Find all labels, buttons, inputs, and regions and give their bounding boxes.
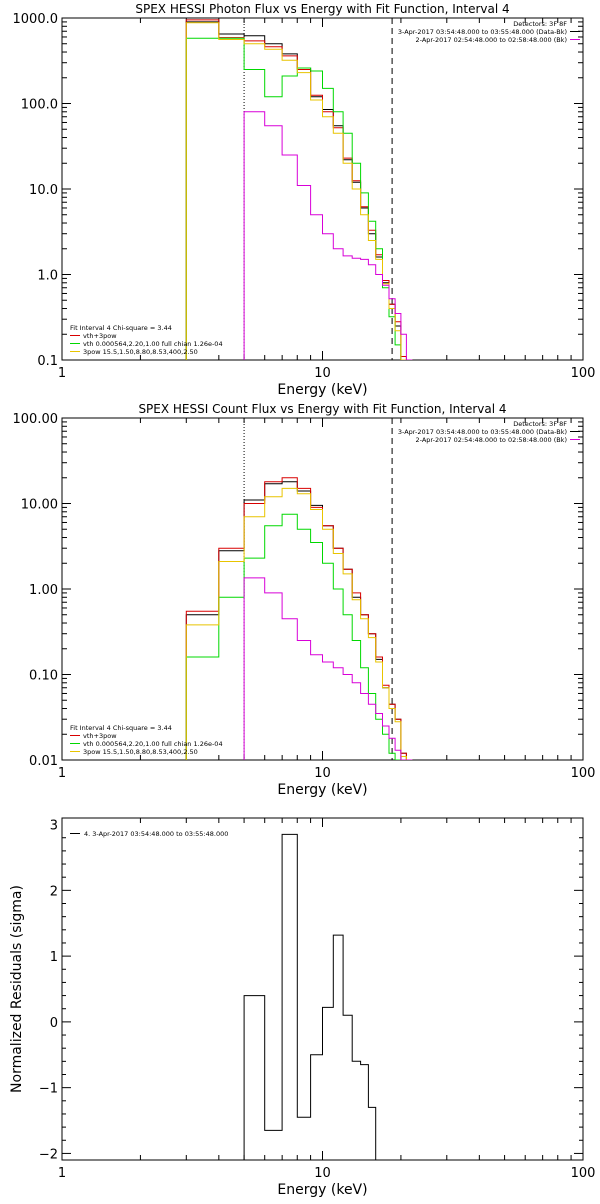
y-tick-label: 2 [50, 884, 58, 899]
plot-area [185, 18, 413, 360]
y-tick-label: 0.1 [37, 354, 58, 369]
series-3pow [185, 487, 413, 760]
y-tick-label: 0.01 [29, 754, 58, 769]
series-background [243, 111, 413, 360]
axes-frame [61, 817, 584, 1161]
y-tick-label: 10.00 [21, 498, 58, 513]
x-tick-label: 100 [571, 366, 596, 381]
plot-area [243, 833, 393, 1160]
panel-3: 1 10 100 Energy (keV) −2 −1 0 1 2 3 Normalized Res… [9, 817, 596, 1198]
panel-2: SPEX HESSI Count Flux vs Energy with Fit… [13, 402, 596, 798]
y-axis-label: Normalized Residuals (sigma) [9, 885, 25, 1093]
y-tick-label: −2 [39, 1147, 58, 1162]
legend-left-entry: Fit Interval 4 Chi-square = 3.44 [70, 724, 172, 732]
y-tick-label: 100.0 [21, 98, 58, 113]
y-tick-label: 0.10 [29, 669, 58, 684]
y-tick-label: 1 [50, 950, 58, 965]
legend-left-entry: 3pow 15.5,1.50,8.80,8.53,400,2.50 [83, 348, 198, 356]
y-tick-label: 0 [50, 1016, 58, 1031]
x-axis-label: Energy (keV) [277, 1182, 367, 1198]
legend-left-entry: 3pow 15.5,1.50,8.80,8.53,400,2.50 [83, 748, 198, 756]
x-axis-label: Energy (keV) [277, 782, 367, 798]
series-3pow [185, 22, 413, 360]
legend-left-entry: vth+3pow [83, 332, 117, 340]
y-tick-label: 10.0 [29, 183, 58, 198]
x-tick-label: 1 [58, 366, 66, 381]
axes-frame [61, 417, 584, 761]
y-tick-label: 1000.0 [13, 12, 59, 27]
series-vth [185, 37, 413, 360]
legend-left-entry: vth+3pow [83, 732, 117, 740]
axes-frame [61, 17, 584, 361]
y-tick-label: 1.0 [37, 269, 58, 284]
legend-right-entry: 2-Apr-2017 02:54:48.000 to 02:58:48.000 … [416, 436, 567, 444]
y-tick-label: −1 [39, 1082, 58, 1097]
x-tick-label: 100 [571, 1166, 596, 1181]
x-axis-label: Energy (keV) [277, 382, 367, 398]
legend-entry: 4. 3-Apr-2017 03:54:48.000 to 03:55:48.0… [84, 830, 228, 838]
x-tick-label: 1 [58, 766, 66, 781]
legend-left-entry: vth 0.000564,2.20,1.00 full chian 1.26e-… [83, 740, 223, 748]
legend-right-entry: 2-Apr-2017 02:54:48.000 to 02:58:48.000 … [416, 36, 567, 44]
y-tick-label: 3 [50, 819, 58, 834]
panel-1: SPEX HESSI Photon Flux vs Energy with Fi… [13, 2, 596, 398]
x-tick-label: 10 [314, 766, 331, 781]
x-tick-label: 10 [314, 366, 331, 381]
chart-title: SPEX HESSI Photon Flux vs Energy with Fi… [135, 2, 509, 16]
legend-right-entry: 3-Apr-2017 03:54:48.000 to 03:55:48.000 … [398, 428, 567, 436]
series-vth+3pow [185, 19, 413, 360]
legend-left-entry: vth 0.000564,2.20,1.00 full chian 1.26e-… [83, 340, 223, 348]
series-background [243, 577, 413, 760]
x-tick-label: 1 [58, 1166, 66, 1181]
legend-right-entry: 3-Apr-2017 03:54:48.000 to 03:55:48.000 … [398, 28, 567, 36]
legend-right-entry: Detectors: 3F 8F [513, 20, 567, 28]
legend-left-entry: Fit Interval 4 Chi-square = 3.44 [70, 324, 172, 332]
y-tick-label: 1.00 [29, 583, 58, 598]
legend-right-entry: Detectors: 3F 8F [513, 420, 567, 428]
x-tick-label: 10 [314, 1166, 331, 1181]
y-tick-label: 100.00 [13, 412, 59, 427]
series-data [185, 481, 413, 760]
chart-title: SPEX HESSI Count Flux vs Energy with Fit… [138, 402, 506, 416]
series-vth [185, 513, 413, 760]
series-residuals [243, 833, 393, 1160]
plot-area [185, 418, 413, 760]
x-tick-label: 100 [571, 766, 596, 781]
